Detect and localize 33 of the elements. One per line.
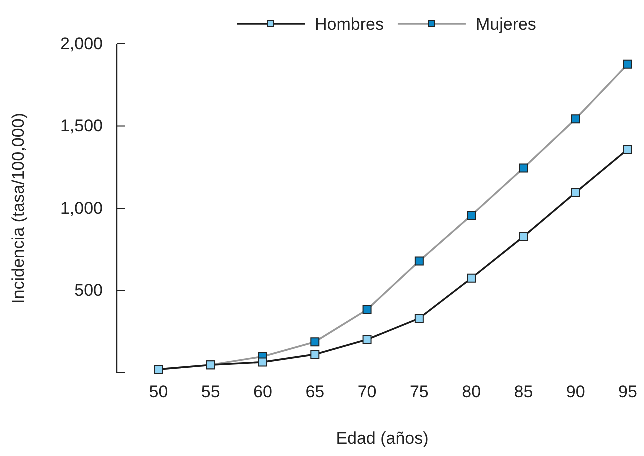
y-tick-label: 1,500 bbox=[60, 116, 103, 136]
x-tick-label: 50 bbox=[149, 382, 168, 402]
x-tick-label: 60 bbox=[254, 382, 272, 402]
point bbox=[519, 232, 528, 242]
x-tick-label: 85 bbox=[514, 382, 534, 402]
x-tick-label: 55 bbox=[201, 382, 220, 402]
x-tick-label: 90 bbox=[566, 382, 586, 402]
legend-label: Hombres bbox=[315, 15, 384, 34]
point bbox=[310, 338, 320, 347]
point bbox=[519, 164, 528, 173]
x-tick-label: 80 bbox=[462, 382, 482, 402]
point bbox=[414, 256, 424, 266]
y-tick-label: 1,000 bbox=[60, 198, 103, 218]
x-tick-label: 75 bbox=[410, 382, 429, 402]
point bbox=[467, 211, 476, 220]
point bbox=[362, 335, 372, 344]
point bbox=[571, 114, 580, 124]
x-tick-label: 95 bbox=[618, 382, 638, 402]
legend-label: Mujeres bbox=[476, 15, 536, 34]
point bbox=[467, 274, 476, 283]
x-tick-label: 70 bbox=[358, 382, 377, 402]
point bbox=[414, 314, 424, 324]
y-tick-label: 500 bbox=[74, 281, 103, 300]
point bbox=[624, 60, 632, 69]
point bbox=[624, 144, 632, 154]
point bbox=[571, 188, 580, 198]
y-axis-title: Incidencia (tasa/100,000) bbox=[9, 113, 28, 304]
x-axis-title: Edad (años) bbox=[336, 429, 429, 448]
point bbox=[258, 358, 268, 367]
y-tick-label: 2,000 bbox=[60, 34, 103, 54]
x-tick-label: 65 bbox=[306, 382, 325, 402]
point bbox=[310, 350, 320, 360]
point bbox=[362, 305, 372, 314]
